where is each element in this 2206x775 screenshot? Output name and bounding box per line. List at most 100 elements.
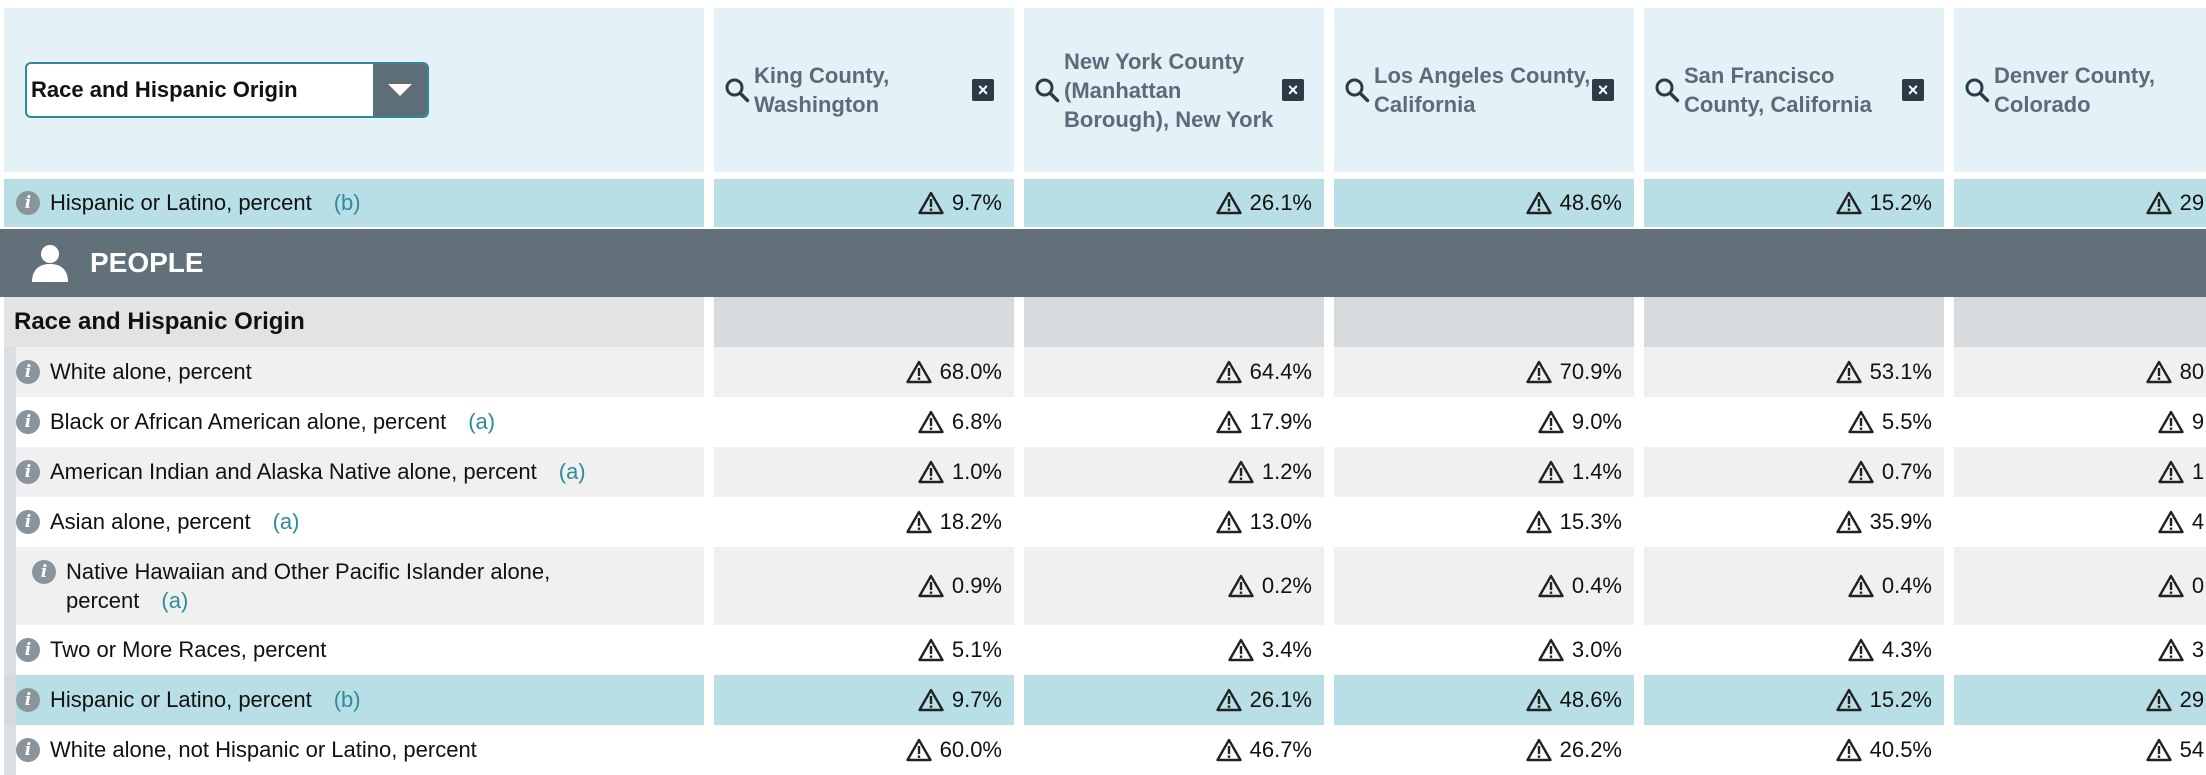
warning-icon[interactable] — [1848, 410, 1874, 434]
top-row-value: 48.6% — [1334, 179, 1634, 227]
warning-icon[interactable] — [2158, 574, 2184, 598]
warning-icon[interactable] — [1216, 410, 1242, 434]
table-cell: 3.2% — [1954, 625, 2206, 675]
warning-icon[interactable] — [1216, 360, 1242, 384]
search-icon[interactable] — [724, 77, 750, 103]
info-icon[interactable]: i — [16, 460, 40, 484]
info-icon[interactable]: i — [32, 560, 56, 584]
info-icon[interactable]: i — [16, 510, 40, 534]
warning-icon[interactable] — [1538, 638, 1564, 662]
table-cell: 4.3% — [1644, 625, 1944, 675]
warning-icon[interactable] — [1526, 738, 1552, 762]
warning-icon[interactable] — [918, 191, 944, 215]
table-cell: 0.4% — [1644, 547, 1944, 625]
row-label-line2: percent — [66, 588, 140, 613]
warning-icon[interactable] — [2158, 638, 2184, 662]
warning-icon[interactable] — [2146, 360, 2172, 384]
warning-icon[interactable] — [1836, 191, 1862, 215]
warning-icon[interactable] — [1836, 510, 1862, 534]
info-icon[interactable]: i — [16, 191, 40, 215]
info-icon[interactable]: i — [16, 360, 40, 384]
warning-icon[interactable] — [918, 410, 944, 434]
footnote-link[interactable]: (a) — [468, 409, 496, 434]
column-header-new-york: New York County (Manhattan Borough), New… — [1024, 8, 1324, 172]
info-icon[interactable]: i — [16, 688, 40, 712]
warning-icon[interactable] — [1836, 738, 1862, 762]
table-cell: 5.1% — [714, 625, 1014, 675]
subsection-spacer — [714, 297, 1014, 347]
table-cell: 68.0% — [714, 347, 1014, 397]
table-cell: 0.4% — [1334, 547, 1634, 625]
footnote-link[interactable]: (b) — [333, 190, 361, 215]
warning-icon[interactable] — [1538, 410, 1564, 434]
info-icon[interactable]: i — [16, 410, 40, 434]
footnote-link[interactable]: (a) — [558, 459, 586, 484]
table-cell: 9.7% — [714, 675, 1014, 725]
close-icon[interactable]: × — [1592, 79, 1614, 101]
footnote-link[interactable]: (a) — [161, 588, 189, 613]
warning-icon[interactable] — [2146, 191, 2172, 215]
warning-icon[interactable] — [1538, 460, 1564, 484]
warning-icon[interactable] — [2146, 738, 2172, 762]
subsection-title: Race and Hispanic Origin — [4, 297, 704, 347]
footnote-link[interactable]: (a) — [272, 509, 300, 534]
search-icon[interactable] — [1344, 77, 1370, 103]
warning-icon[interactable] — [1228, 574, 1254, 598]
info-icon[interactable]: i — [16, 638, 40, 662]
table-cell: 15.3% — [1334, 497, 1634, 547]
table-cell: 6.8% — [714, 397, 1014, 447]
warning-icon[interactable] — [2158, 410, 2184, 434]
table-cell: 3.0% — [1334, 625, 1634, 675]
table-cell: 35.9% — [1644, 497, 1944, 547]
warning-icon[interactable] — [2158, 510, 2184, 534]
warning-icon[interactable] — [906, 510, 932, 534]
warning-icon[interactable] — [1216, 191, 1242, 215]
warning-icon[interactable] — [1848, 460, 1874, 484]
close-icon[interactable]: × — [972, 79, 994, 101]
search-icon[interactable] — [1654, 77, 1680, 103]
search-icon[interactable] — [1964, 77, 1990, 103]
table-cell: 1.4% — [1334, 447, 1634, 497]
warning-icon[interactable] — [1228, 460, 1254, 484]
warning-icon[interactable] — [1216, 688, 1242, 712]
warning-icon[interactable] — [1538, 574, 1564, 598]
warning-icon[interactable] — [1848, 574, 1874, 598]
row-label-line1: Native Hawaiian and Other Pacific Island… — [66, 559, 551, 584]
warning-icon[interactable] — [918, 638, 944, 662]
warning-icon[interactable] — [1526, 688, 1552, 712]
warning-icon[interactable] — [1836, 688, 1862, 712]
info-icon[interactable]: i — [16, 738, 40, 762]
close-icon[interactable]: × — [1282, 79, 1304, 101]
warning-icon[interactable] — [1526, 510, 1552, 534]
warning-icon[interactable] — [906, 360, 932, 384]
top-row-value: 29.9% — [1954, 179, 2206, 227]
section-bar-people[interactable]: PEOPLE — [0, 229, 2206, 297]
topic-select-value: Race and Hispanic Origin — [31, 77, 298, 102]
table-row-label: i Two or More Races, percent — [4, 625, 704, 675]
warning-icon[interactable] — [906, 738, 932, 762]
dropdown-button[interactable] — [373, 64, 427, 116]
warning-icon[interactable] — [918, 688, 944, 712]
warning-icon[interactable] — [1526, 360, 1552, 384]
footnote-link[interactable]: (b) — [333, 687, 361, 712]
table-cell: 13.0% — [1024, 497, 1324, 547]
chevron-down-icon — [388, 84, 412, 96]
warning-icon[interactable] — [1836, 360, 1862, 384]
warning-icon[interactable] — [1216, 738, 1242, 762]
warning-icon[interactable] — [1216, 510, 1242, 534]
warning-icon[interactable] — [1526, 191, 1552, 215]
warning-icon[interactable] — [1228, 638, 1254, 662]
table-row-label: i American Indian and Alaska Native alone… — [4, 447, 704, 497]
column-header-king: King County, Washington × — [714, 8, 1014, 172]
top-row-value: 15.2% — [1644, 179, 1944, 227]
close-icon[interactable]: × — [1902, 79, 1924, 101]
warning-icon[interactable] — [2146, 688, 2172, 712]
column-name: Denver County, Colorado — [1994, 63, 2155, 117]
table-cell: 1.8% — [1954, 447, 2206, 497]
search-icon[interactable] — [1034, 77, 1060, 103]
warning-icon[interactable] — [918, 460, 944, 484]
warning-icon[interactable] — [1848, 638, 1874, 662]
warning-icon[interactable] — [918, 574, 944, 598]
warning-icon[interactable] — [2158, 460, 2184, 484]
topic-select[interactable]: Race and Hispanic Origin — [25, 62, 429, 118]
